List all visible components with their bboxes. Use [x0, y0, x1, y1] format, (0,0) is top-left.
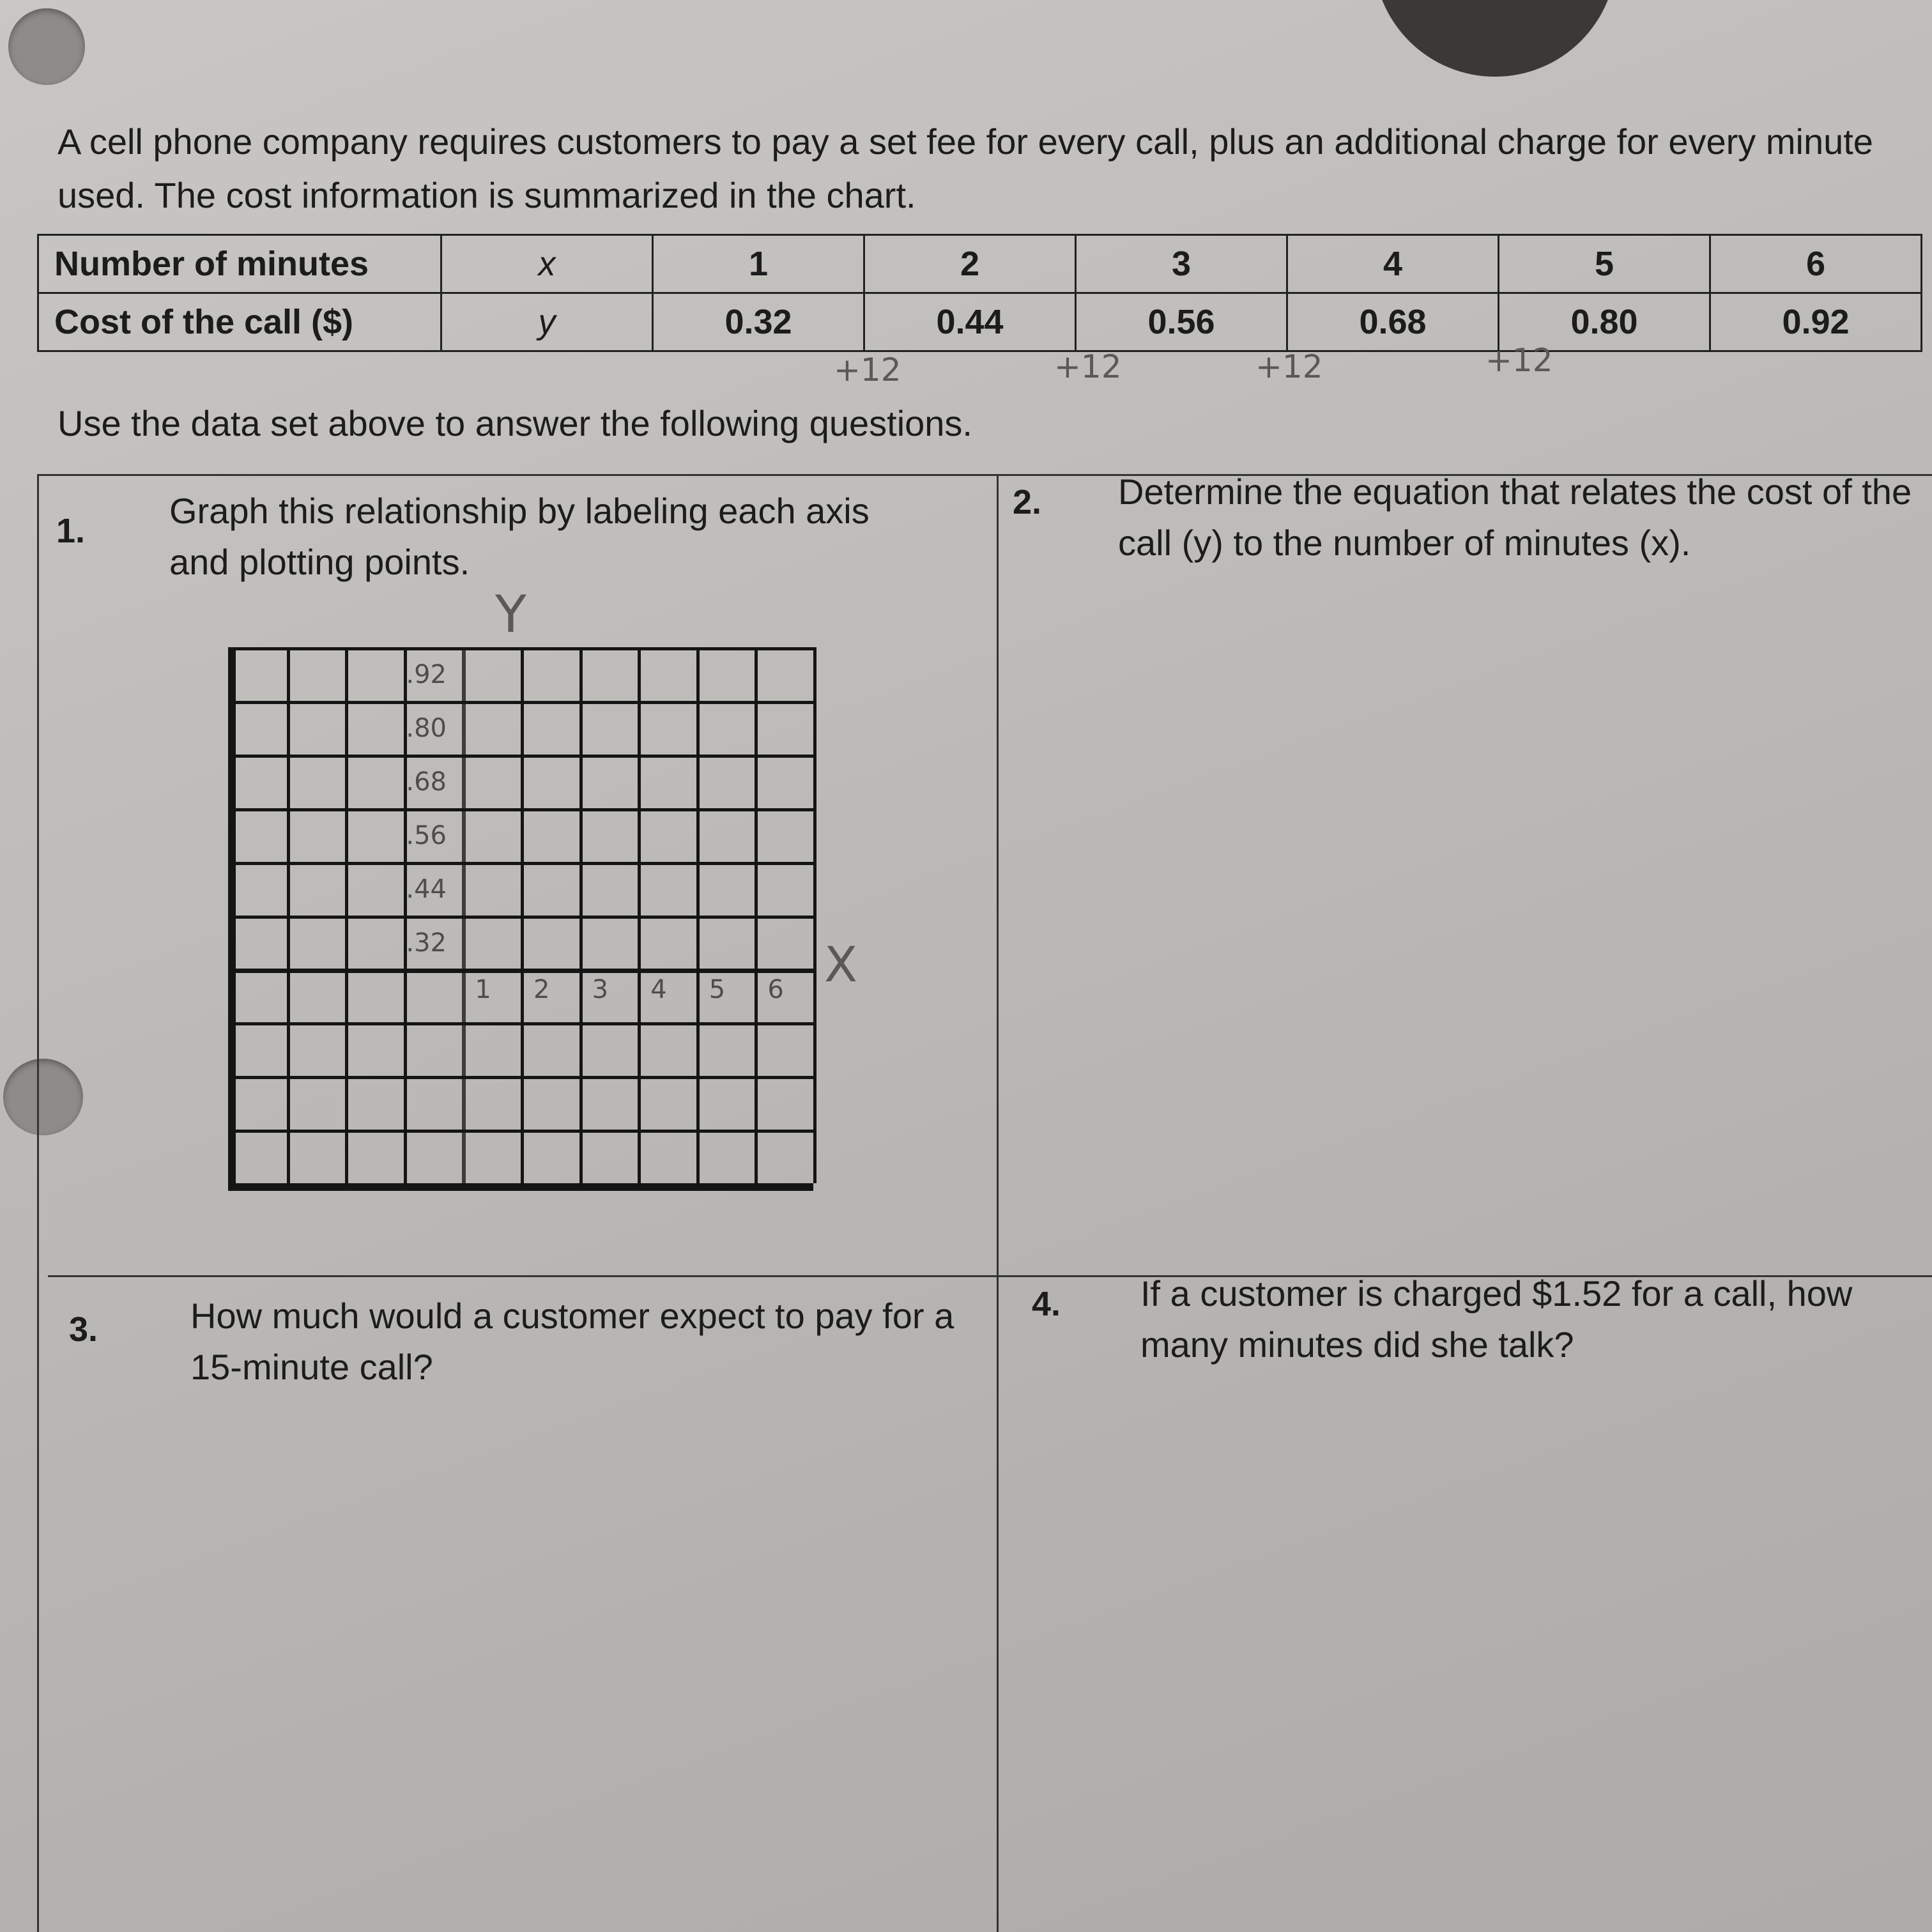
grid-line-horizontal	[228, 1130, 813, 1133]
grid-line-vertical	[813, 647, 816, 1183]
x-tick-label: 2	[533, 975, 550, 1005]
y-tick-label: .92	[406, 660, 447, 689]
cell: 5	[1498, 234, 1711, 294]
cell: 3	[1075, 234, 1288, 294]
cell: 0.68	[1286, 292, 1499, 352]
x-tick-label: 4	[650, 975, 667, 1005]
grid-line-horizontal	[228, 647, 813, 650]
grid-line-horizontal	[228, 1076, 813, 1080]
annotation-diff: +12	[834, 351, 901, 388]
row-var: x	[440, 234, 654, 294]
cell: 2	[863, 234, 1077, 294]
instruction-text: Use the data set above to answer the fol…	[57, 403, 972, 443]
y-tick-label: .56	[406, 820, 447, 850]
y-tick-label: .32	[406, 928, 447, 958]
grid-line-horizontal	[228, 808, 813, 811]
cell: 0.44	[863, 292, 1077, 352]
divider	[37, 474, 1932, 476]
cell: 0.56	[1075, 292, 1288, 352]
x-tick-label: 5	[709, 975, 726, 1005]
grid-line-horizontal	[228, 1183, 813, 1191]
divider	[997, 474, 999, 1932]
shadow-object	[1374, 0, 1616, 77]
grid-line-horizontal	[228, 969, 813, 974]
row-label: Number of minutes	[37, 234, 442, 294]
grid-line-horizontal	[228, 915, 813, 919]
cell: 0.32	[652, 292, 865, 352]
divider	[48, 1275, 1932, 1277]
question-3-number: 3.	[69, 1310, 98, 1349]
grid-line-horizontal	[228, 861, 813, 865]
data-table: Number of minutes x 1 2 3 4 5 6 Cost of …	[37, 234, 1922, 352]
row-var: y	[440, 292, 654, 352]
question-4-text: If a customer is charged $1.52 for a cal…	[1140, 1273, 1853, 1365]
table-row: Number of minutes x 1 2 3 4 5 6	[37, 234, 1922, 294]
x-tick-label: 6	[767, 975, 784, 1005]
annotation-diff: +12	[1255, 348, 1323, 385]
y-tick-label: .80	[406, 713, 447, 743]
punch-hole-top	[8, 8, 85, 85]
graph-grid	[228, 647, 816, 1191]
annotation-diff: +12	[1054, 348, 1122, 385]
grid-line-horizontal	[228, 700, 813, 704]
question-1-text: Graph this relationship by labeling each…	[169, 491, 870, 582]
question-2-number: 2.	[1013, 483, 1042, 521]
annotation-diff: +12	[1485, 342, 1553, 379]
grid-line-horizontal	[228, 1022, 813, 1026]
grid-line-horizontal	[228, 754, 813, 758]
x-axis-label: X	[824, 936, 858, 993]
intro-text: A cell phone company requires customers …	[57, 121, 1873, 215]
y-tick-label: .68	[406, 767, 447, 797]
x-tick-label: 1	[475, 975, 491, 1005]
punch-hole-middle	[3, 1059, 83, 1135]
cell: 6	[1709, 234, 1922, 294]
x-tick-label: 3	[592, 975, 609, 1005]
y-axis-label: Y	[495, 585, 526, 644]
question-3-text: How much would a customer expect to pay …	[190, 1296, 954, 1387]
cell: 1	[652, 234, 865, 294]
table-row: Cost of the call ($) y 0.32 0.44 0.56 0.…	[37, 292, 1922, 352]
question-1-number: 1.	[56, 512, 86, 550]
row-label: Cost of the call ($)	[37, 292, 442, 352]
question-2-text: Determine the equation that relates the …	[1118, 471, 1912, 563]
y-tick-label: .44	[406, 874, 447, 904]
cell: 4	[1286, 234, 1499, 294]
divider	[37, 474, 39, 1932]
cell: 0.92	[1709, 292, 1922, 352]
cell: 0.80	[1498, 292, 1711, 352]
question-4-number: 4.	[1032, 1285, 1061, 1323]
